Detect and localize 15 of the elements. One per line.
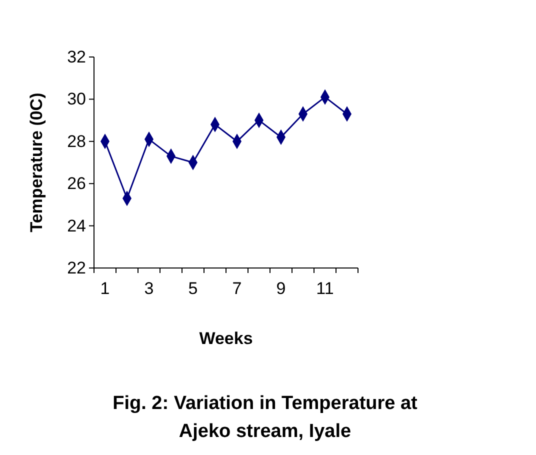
- y-tick-label: 22: [67, 258, 86, 278]
- y-axis-title: Temperature (0C): [27, 92, 46, 232]
- x-tick-label: 3: [144, 279, 154, 298]
- x-tick-label: 9: [276, 279, 286, 298]
- y-tick-label: 32: [67, 47, 86, 66]
- text: Fig. 2: Variation in Temperature at Ajeko stream, Iyale: [112, 393, 418, 442]
- x-axis-title: Weeks: [199, 329, 253, 348]
- y-tick-label: 24: [67, 216, 86, 236]
- x-tick-label: 11: [316, 279, 334, 298]
- y-tick-label: 30: [67, 90, 86, 109]
- x-tick-label: 7: [232, 279, 242, 298]
- y-tick-label: 28: [67, 132, 86, 151]
- x-tick-label: 5: [188, 279, 198, 298]
- y-tick-label: 26: [67, 174, 86, 194]
- x-tick-label: 1: [100, 279, 110, 298]
